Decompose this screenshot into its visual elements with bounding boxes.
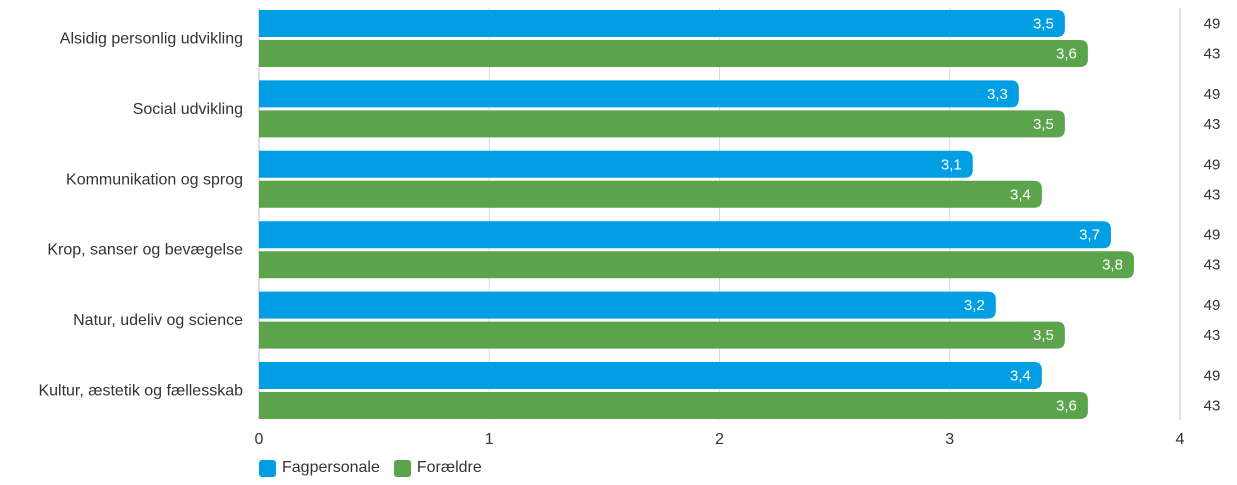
legend: Fagpersonale Forældre xyxy=(259,459,482,477)
category-label: Natur, udeliv og science xyxy=(73,312,243,329)
bar-value-label: 3,3 xyxy=(987,86,1008,103)
bar-foraeldre xyxy=(259,321,1065,349)
legend-swatch-series-1 xyxy=(259,459,276,477)
bar-value-label: 3,4 xyxy=(1010,368,1031,385)
category-label: Alsidig personlig udvikling xyxy=(60,31,243,48)
bar-foraeldre xyxy=(259,392,1088,419)
n-count-label: 43 xyxy=(1204,46,1221,63)
legend-label-series-2: Forældre xyxy=(416,459,482,476)
bar-foraeldre xyxy=(259,110,1065,138)
legend-item-series-2: Forældre xyxy=(393,459,482,477)
bar-fagpersonale xyxy=(259,150,973,178)
bar-value-label: 3,4 xyxy=(1010,186,1031,203)
n-count-label: 43 xyxy=(1204,398,1221,415)
legend-swatch-series-2 xyxy=(393,459,411,477)
n-count-label: 49 xyxy=(1204,86,1221,103)
category-label: Kultur, æstetik og fællesskab xyxy=(38,383,243,400)
bar-value-label: 3,5 xyxy=(1033,16,1054,33)
bar-foraeldre xyxy=(259,251,1134,279)
n-count-label: 43 xyxy=(1204,186,1221,203)
bar-fagpersonale xyxy=(259,221,1111,249)
bar-value-label: 3,5 xyxy=(1033,327,1054,344)
n-count-label: 43 xyxy=(1204,116,1221,133)
n-count-label: 49 xyxy=(1204,16,1221,33)
x-tick-label: 4 xyxy=(1176,431,1185,448)
bar-fagpersonale xyxy=(259,80,1019,108)
category-label: Kommunikation og sprog xyxy=(66,171,243,188)
bar-fagpersonale xyxy=(259,362,1042,389)
n-count-label: 43 xyxy=(1204,327,1221,344)
n-count-label: 49 xyxy=(1204,297,1221,314)
legend-label-series-1: Fagpersonale xyxy=(282,459,380,476)
n-count-label: 49 xyxy=(1204,368,1221,385)
bar-value-label: 3,5 xyxy=(1033,116,1054,133)
bar-value-label: 3,6 xyxy=(1056,398,1077,415)
category-label: Krop, sanser og bevægelse xyxy=(47,242,243,259)
bar-value-label: 3,7 xyxy=(1079,227,1100,244)
n-count-label: 49 xyxy=(1204,156,1221,173)
x-tick-label: 1 xyxy=(485,431,494,448)
legend-item-series-1: Fagpersonale xyxy=(259,459,380,477)
bar-value-label: 3,2 xyxy=(964,297,985,314)
bar-foraeldre xyxy=(259,40,1088,67)
bar-fagpersonale xyxy=(259,10,1065,37)
x-tick-label: 0 xyxy=(255,431,264,448)
n-count-label: 49 xyxy=(1204,227,1221,244)
bar-value-label: 3,8 xyxy=(1102,257,1123,274)
bar-fagpersonale xyxy=(259,291,996,319)
bar-value-label: 3,1 xyxy=(941,156,962,173)
category-label: Social udvikling xyxy=(133,101,243,118)
x-tick-label: 3 xyxy=(945,431,954,448)
bar-value-label: 3,6 xyxy=(1056,46,1077,63)
bar-foraeldre xyxy=(259,180,1042,208)
n-count-label: 43 xyxy=(1204,257,1221,274)
x-tick-label: 2 xyxy=(715,431,724,448)
